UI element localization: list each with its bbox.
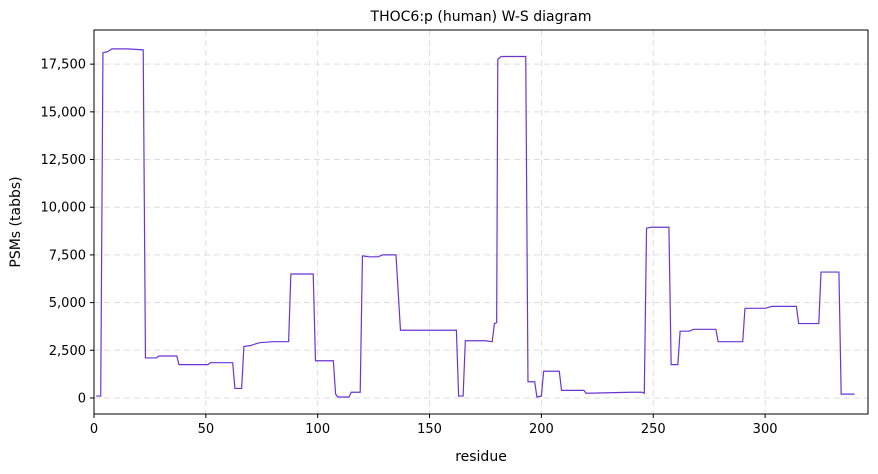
chart-title: THOC6:p (human) W-S diagram xyxy=(370,9,592,25)
x-tick-label: 100 xyxy=(305,422,330,437)
y-tick-label: 10,000 xyxy=(41,201,87,216)
y-axis-label: PSMs (tabbs) xyxy=(8,176,24,267)
y-tick-label: 7,500 xyxy=(49,248,86,263)
y-tick-label: 2,500 xyxy=(49,344,86,359)
x-axis-label: residue xyxy=(455,449,507,465)
x-tick-label: 150 xyxy=(417,422,442,437)
x-tick-label: 200 xyxy=(529,422,554,437)
y-tick-label: 15,000 xyxy=(41,105,87,120)
plot-frame xyxy=(93,29,869,415)
y-tick-label: 0 xyxy=(78,391,86,406)
data-line xyxy=(96,48,855,398)
y-tick-label: 12,500 xyxy=(41,153,87,168)
y-tick-label: 17,500 xyxy=(41,58,87,73)
x-tick-label: 250 xyxy=(641,422,666,437)
y-tick-label: 5,000 xyxy=(49,296,86,311)
x-tick-label: 50 xyxy=(198,422,215,437)
x-tick-label: 300 xyxy=(753,422,778,437)
x-tick-label: 0 xyxy=(90,422,98,437)
